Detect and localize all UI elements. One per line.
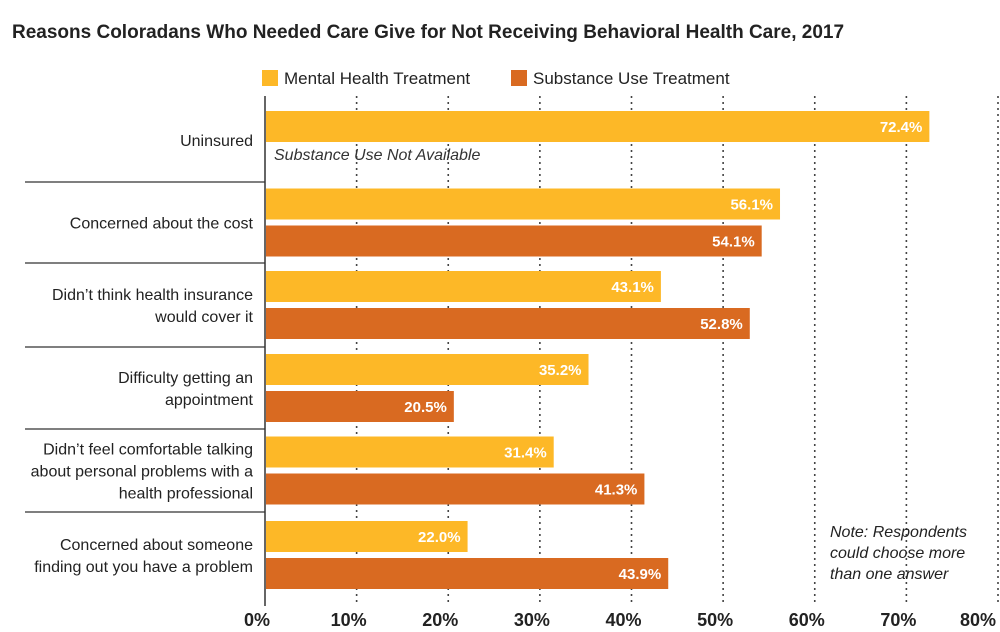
category-separators [25, 181, 265, 513]
note-text: Note: Respondents could choose more than o… [830, 524, 967, 583]
bars: 72.4% 56.1% 54.1% 43.1% 52.8% 35.2% 20.5% 31.4%… [266, 111, 930, 589]
x-tick-label: 0% [244, 610, 270, 630]
category-label-line: about personal problems with a [31, 464, 253, 481]
x-tick-label: 70% [880, 610, 916, 630]
bar-mental-health [266, 111, 930, 142]
category-label: Uninsured [180, 133, 253, 150]
value-label: 31.4% [504, 445, 547, 462]
category-label-line: health professional [119, 486, 253, 503]
note: Note: Respondents could choose more than o… [830, 524, 967, 583]
category-label: Concerned about the cost [70, 216, 254, 233]
legend-swatch [262, 70, 278, 86]
note-line: than one answer [830, 566, 949, 583]
bar-mental-health [266, 271, 661, 302]
bar-substance-use [266, 225, 762, 257]
category-label-line: Uninsured [180, 133, 253, 150]
bar-substance-use [266, 308, 750, 339]
bar-substance-use [266, 558, 669, 589]
value-label: 35.2% [539, 362, 582, 379]
category-labels: Uninsured Concerned about the cost Didn’t … [31, 133, 254, 576]
value-label: 72.4% [880, 119, 923, 136]
chart-title: Reasons Coloradans Who Needed Care Give … [12, 22, 844, 43]
category-label-line: Concerned about someone [60, 537, 253, 554]
x-tick-label: 40% [605, 610, 641, 630]
value-label: 43.1% [611, 279, 654, 296]
category-label-line: Concerned about the cost [70, 216, 254, 233]
bar-mental-health [266, 354, 589, 385]
category-label: Concerned about someone finding out you h… [34, 537, 253, 576]
x-tick-label: 80% [960, 610, 996, 630]
x-tick-label: 30% [514, 610, 550, 630]
x-tick-label: 10% [331, 610, 367, 630]
note-line: Note: Respondents [830, 524, 967, 541]
category-label-line: appointment [165, 392, 254, 409]
category-label-line: Didn’t think health insurance [52, 287, 253, 304]
category-label: Difficulty getting an appointment [118, 370, 253, 409]
value-label: 56.1% [730, 197, 773, 214]
value-label: 52.8% [700, 316, 743, 333]
category-label-line: Difficulty getting an [118, 370, 253, 387]
bar-substance-use [266, 391, 454, 422]
bar-substance-use [266, 473, 645, 505]
category-label-line: would cover it [154, 309, 253, 326]
legend-label: Substance Use Treatment [533, 69, 730, 88]
category-label-line: finding out you have a problem [34, 559, 253, 576]
legend-label: Mental Health Treatment [284, 69, 470, 88]
x-tick-label: 20% [422, 610, 458, 630]
gridlines [264, 96, 999, 606]
category-label: Didn’t think health insurance would cover… [52, 287, 254, 326]
category-label: Didn’t feel comfortable talking about per… [31, 442, 253, 503]
bar-mental-health [266, 436, 554, 468]
value-label: 43.9% [619, 566, 662, 583]
bar-mental-health [266, 521, 468, 552]
value-label: 22.0% [418, 529, 461, 546]
note-line: could choose more [830, 545, 965, 562]
value-label: 41.3% [595, 482, 638, 499]
legend: Mental Health Treatment Substance Use Tre… [262, 69, 730, 88]
value-label: 54.1% [712, 234, 755, 251]
substance-not-available-label: Substance Use Not Available [274, 147, 480, 164]
bar-mental-health [266, 188, 781, 220]
x-tick-label: 60% [789, 610, 825, 630]
x-tick-label: 50% [697, 610, 733, 630]
legend-swatch [511, 70, 527, 86]
x-axis-ticks: 0% 10% 20% 30% 40% 50% 60% 70% 80% [244, 610, 996, 630]
value-label: 20.5% [404, 399, 447, 416]
category-label-line: Didn’t feel comfortable talking [43, 442, 253, 459]
